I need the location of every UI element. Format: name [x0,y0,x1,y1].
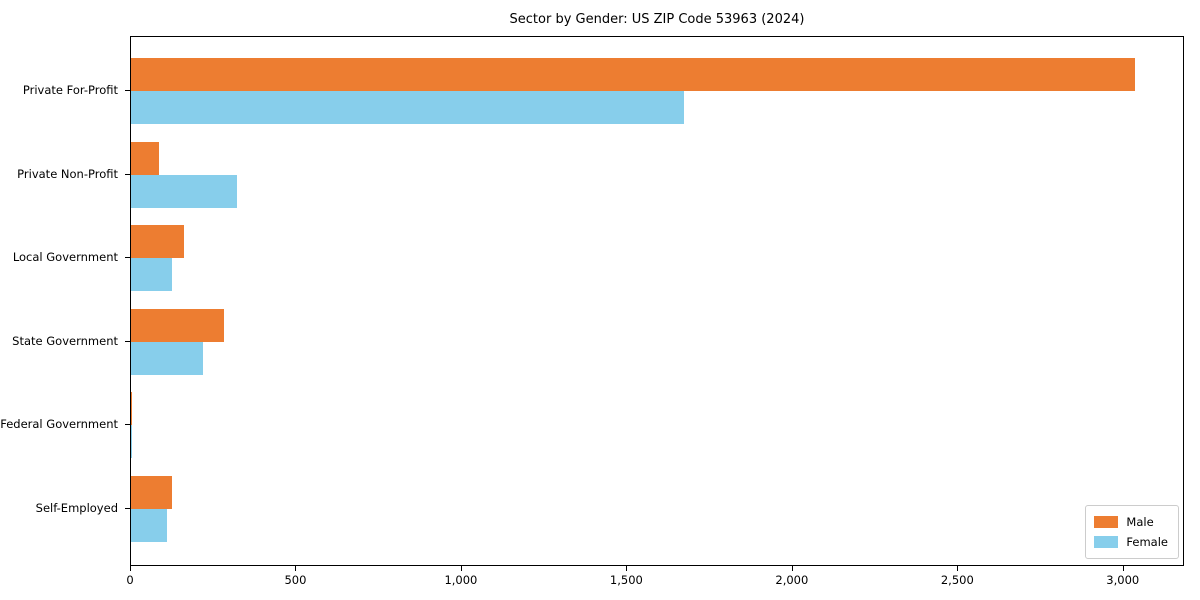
bar-female [131,508,167,542]
bar-male [131,308,224,342]
y-tick-label: State Government [12,333,118,348]
x-tick-label: 1,000 [444,573,478,587]
female-color-swatch [1094,536,1119,548]
legend-item-male: Male [1094,512,1168,532]
x-tick-mark [791,566,793,571]
x-tick-label: 500 [284,573,307,587]
bar-male [131,392,133,425]
bar-male [131,141,160,175]
x-tick-mark [460,566,462,571]
bar-female [131,91,684,124]
bar-male [131,225,184,258]
y-tick-label: Federal Government [0,417,118,431]
y-tick-label: Self-Employed [35,500,118,515]
bar-female [131,174,237,208]
y-tick-mark [125,340,130,342]
legend-label-male: Male [1126,515,1154,529]
y-tick-label: Private For-Profit [22,83,118,97]
male-color-swatch [1094,516,1119,528]
legend-item-female: Female [1094,532,1168,552]
y-tick-label: Private Non-Profit [17,166,118,181]
y-tick-mark [125,257,130,258]
legend-label-female: Female [1126,535,1168,549]
plot-area: Male Female [130,36,1184,566]
bar-female [131,425,133,458]
x-tick-mark [295,566,297,571]
x-tick-mark [1122,566,1124,571]
y-tick-mark [125,90,130,91]
y-tick-mark [125,424,130,425]
bar-female [131,258,173,291]
y-tick-label: Local Government [12,250,118,264]
chart-title: Sector by Gender: US ZIP Code 53963 (202… [509,12,805,27]
bar-male [131,475,172,509]
x-tick-label: 2,500 [940,573,974,587]
y-tick-mark [125,173,130,175]
bar-male [131,58,1136,91]
bar-female [131,341,203,375]
x-tick-label: 2,000 [775,573,809,587]
x-tick-mark [957,566,959,571]
x-tick-label: 1,500 [609,573,643,587]
legend: Male Female [1085,505,1179,559]
x-tick-label: 3,000 [1106,573,1140,587]
y-tick-mark [125,507,130,509]
x-tick-label: 0 [126,573,134,587]
x-tick-mark [626,566,628,571]
x-tick-mark [130,566,131,571]
